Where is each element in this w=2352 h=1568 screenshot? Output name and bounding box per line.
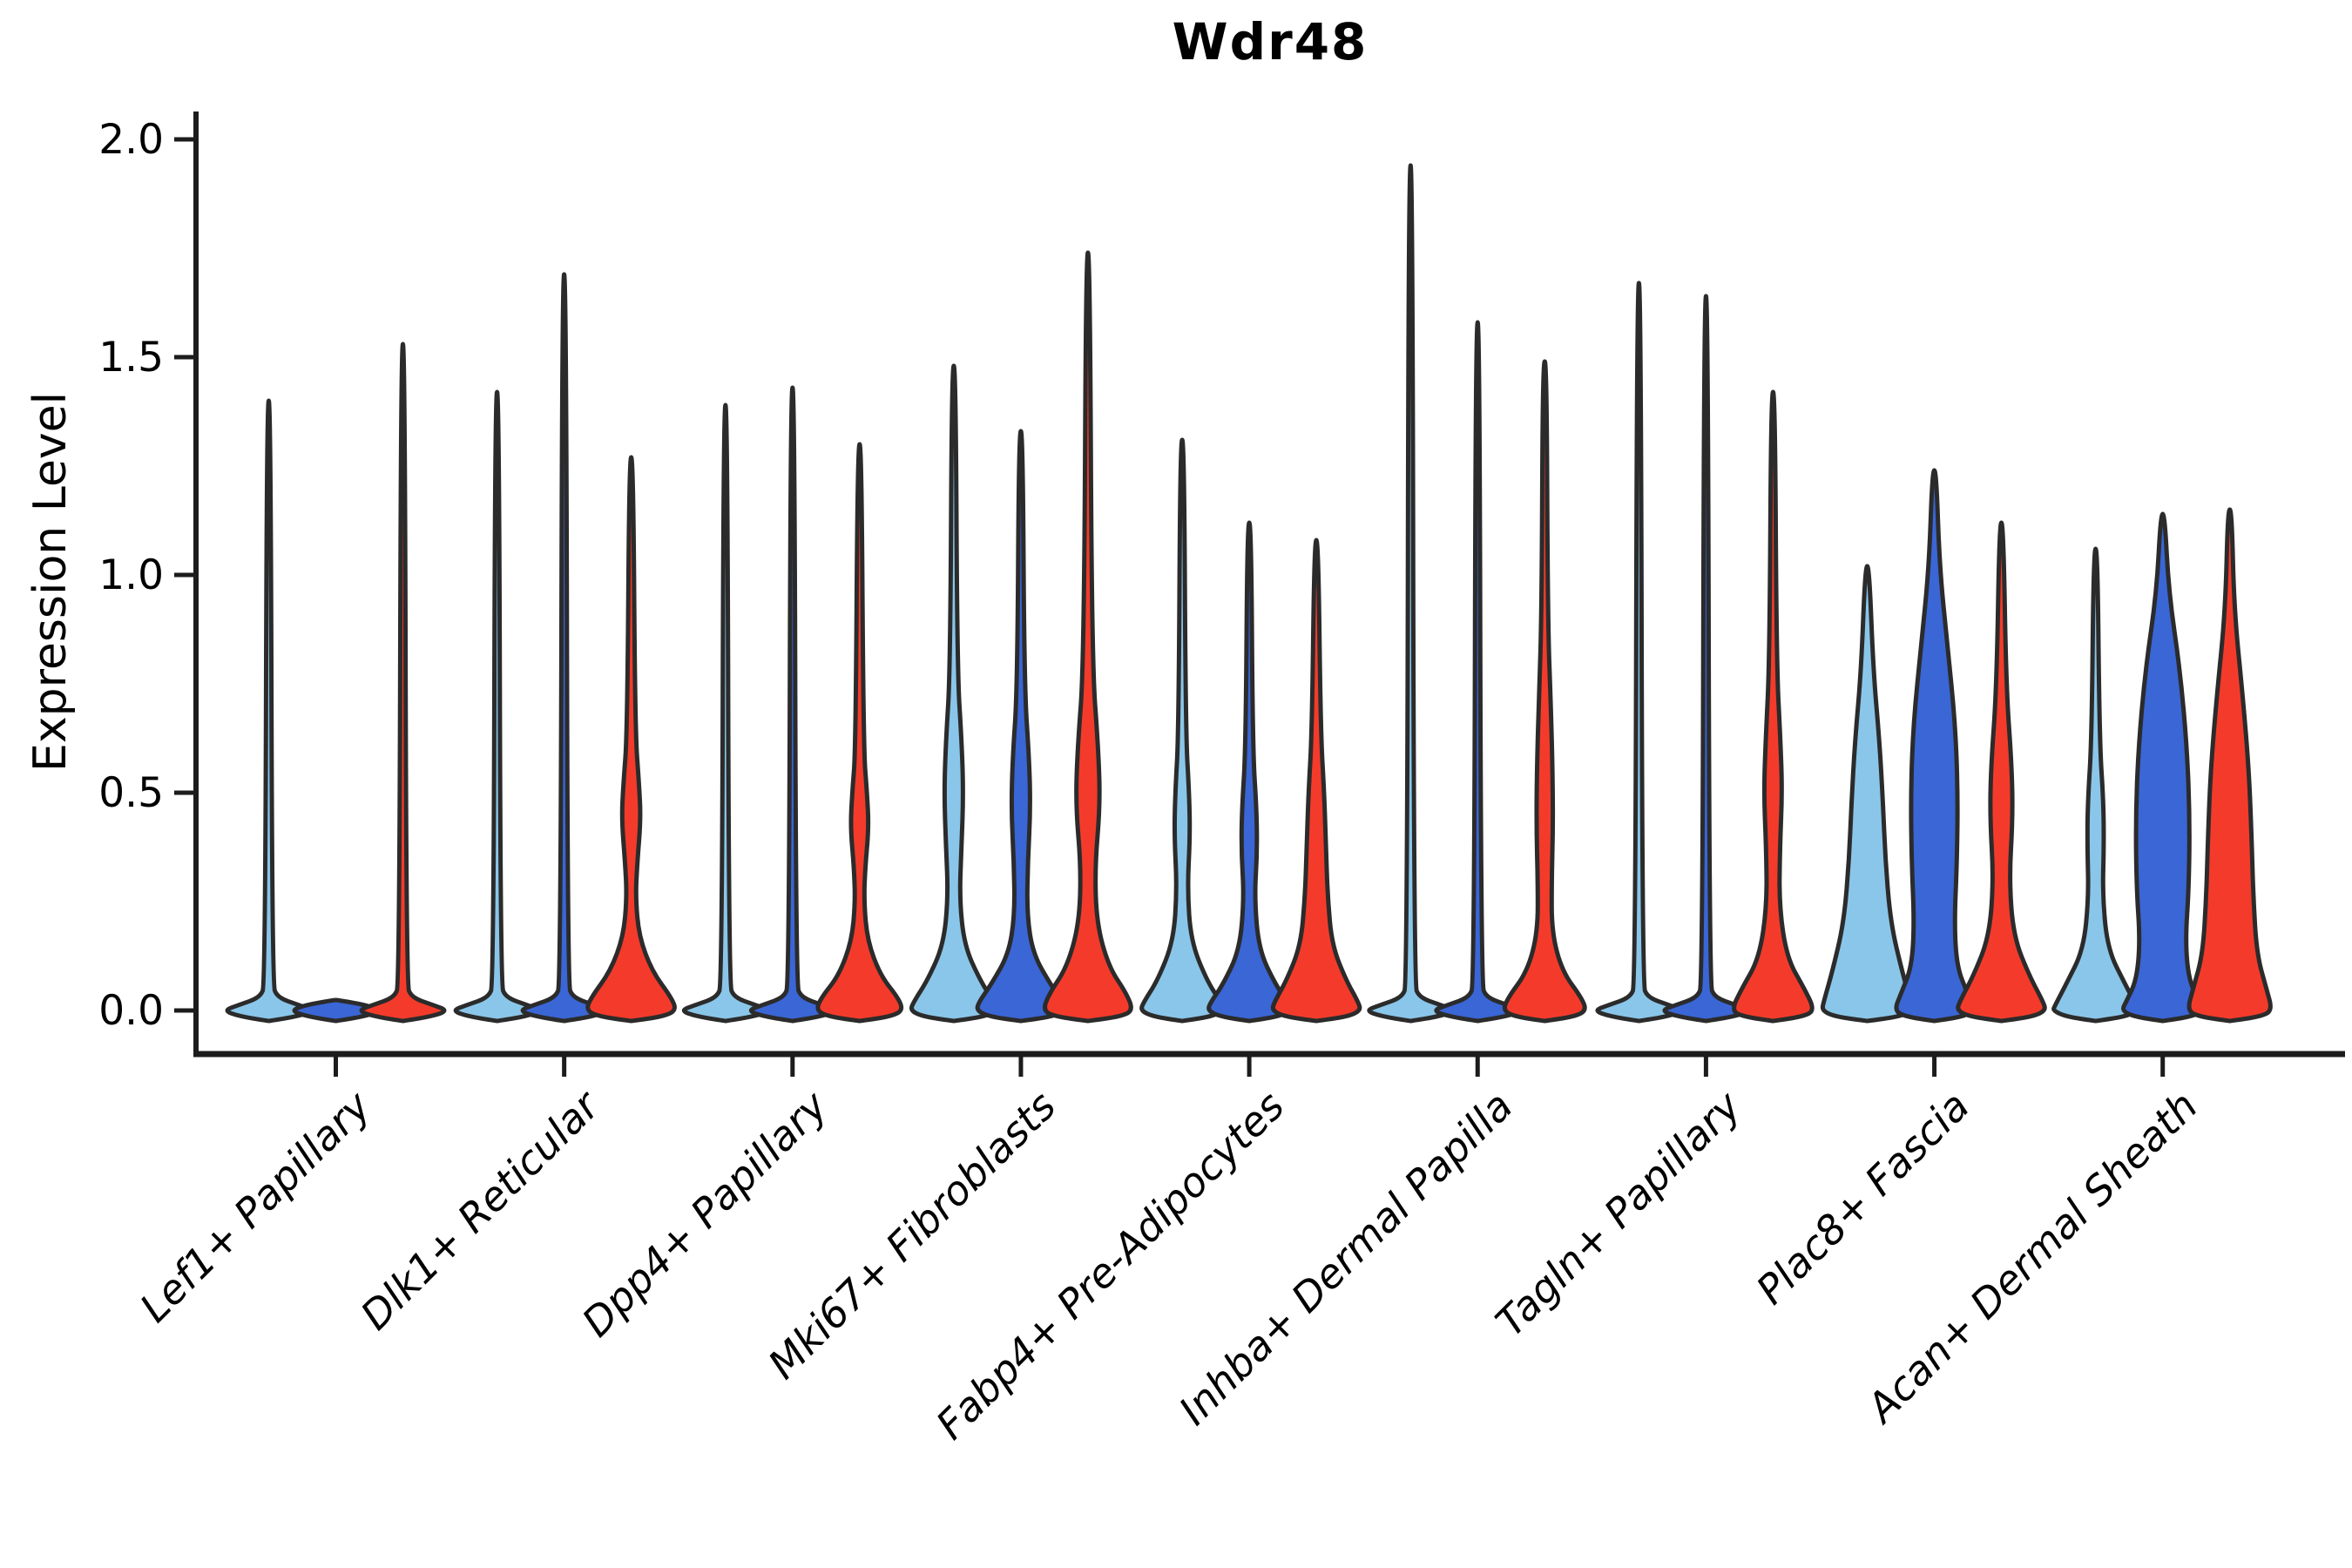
violin-dlk1-reticular-blue [520, 272, 608, 1024]
violin-fabp4-pre-adipocytes-red [1270, 537, 1362, 1024]
violin-tagln-papillary-blue [1662, 294, 1750, 1024]
plot-title: Wdr48 [1172, 12, 1369, 71]
category-label-dpp4-papillary: Dpp4+ Papillary [573, 1082, 837, 1346]
y-tick-label: 0.0 [98, 987, 164, 1035]
violin-plac8-fascia-blue [1894, 468, 1975, 1024]
violin-acan-dermal-sheath-blue [2121, 511, 2205, 1024]
violin-dpp4-papillary-blue [748, 385, 836, 1024]
violin-acan-dermal-sheath-red [2186, 507, 2273, 1024]
y-axis-label: Expression Level [24, 391, 77, 773]
violin-tagln-papillary-light_blue [1595, 280, 1683, 1024]
violin-fabp4-pre-adipocytes-blue [1206, 520, 1293, 1024]
category-label-lef1-papillary: Lef1+ Papillary [131, 1082, 380, 1331]
violin-mki67-fibroblasts-blue [975, 429, 1067, 1024]
y-tick-label: 1.0 [98, 551, 164, 599]
y-tick-label: 0.5 [98, 769, 164, 817]
violin-mki67-fibroblasts-red [1043, 250, 1133, 1024]
violin-inhba-dermal-papilla-red [1502, 359, 1587, 1024]
violin-fabp4-pre-adipocytes-light_blue [1139, 437, 1226, 1024]
violin-inhba-dermal-papilla-blue [1434, 320, 1522, 1024]
category-label-plac8-fascia: Plac8+ Fascia [1747, 1082, 1978, 1313]
violin-acan-dermal-sheath-light_blue [2051, 546, 2140, 1024]
violin-plac8-fascia-light_blue [1820, 564, 1915, 1024]
violin-lef1-papillary-light_blue [225, 398, 313, 1024]
violin-mki67-fibroblasts-light_blue [909, 363, 998, 1024]
y-tick-label: 2.0 [98, 116, 164, 164]
violin-inhba-dermal-papilla-light_blue [1367, 163, 1455, 1024]
violin-tagln-papillary-red [1732, 389, 1815, 1024]
violin-lef1-papillary-red [359, 341, 447, 1024]
violin-dlk1-reticular-light_blue [453, 389, 541, 1024]
category-label-dlk1-reticular: Dlk1+ Reticular [351, 1080, 610, 1339]
violin-plac8-fascia-red [1956, 520, 2047, 1024]
violin-dlk1-reticular-red [585, 455, 677, 1024]
category-label-tagln-papillary: Tagln+ Papillary [1487, 1082, 1751, 1346]
violin-dpp4-papillary-light_blue [681, 402, 769, 1024]
y-tick-label: 1.5 [98, 334, 164, 382]
violin-dpp4-papillary-red [815, 442, 904, 1024]
